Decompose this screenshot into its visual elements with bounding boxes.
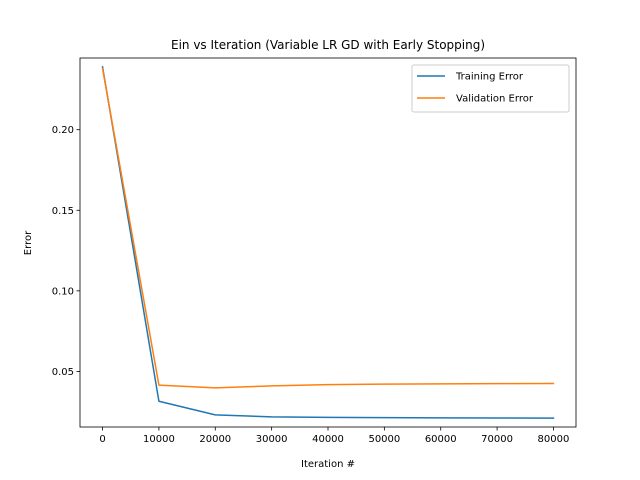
plot-frame [79, 57, 577, 428]
x-tick-label: 60000 [425, 434, 457, 445]
x-tick-label: 30000 [256, 434, 288, 445]
legend: Training Error Validation Error [411, 64, 570, 113]
legend-box [411, 64, 570, 113]
y-tick-label: 0.10 [52, 286, 74, 297]
y-tick-label: 0.05 [52, 367, 74, 378]
y-axis-ticks: 0.05 0.10 0.15 0.20 [52, 125, 80, 378]
x-axis-label: Iteration # [301, 459, 355, 470]
x-tick-label: 10000 [143, 434, 175, 445]
legend-label-training-error: Training Error [455, 72, 524, 83]
series-layer [101, 65, 555, 419]
y-tick-label: 0.15 [52, 206, 74, 217]
x-tick-label: 40000 [312, 434, 344, 445]
legend-label-validation-error: Validation Error [456, 94, 534, 105]
x-tick-label: 20000 [199, 434, 231, 445]
y-axis-label: Error [23, 230, 34, 255]
x-axis-ticks: 0 10000 20000 30000 40000 50000 60000 70000 8000… [99, 427, 569, 445]
plot-area [80, 58, 576, 427]
x-tick-label: 50000 [368, 434, 400, 445]
series-line-validation-error [101, 67, 555, 389]
series-line-training-error [101, 65, 555, 419]
y-tick-label: 0.20 [52, 125, 74, 136]
x-tick-label: 0 [99, 434, 105, 445]
x-tick-label: 80000 [538, 434, 570, 445]
x-tick-label: 70000 [481, 434, 513, 445]
chart-title: Ein vs Iteration (Variable LR GD with Ea… [171, 38, 485, 52]
